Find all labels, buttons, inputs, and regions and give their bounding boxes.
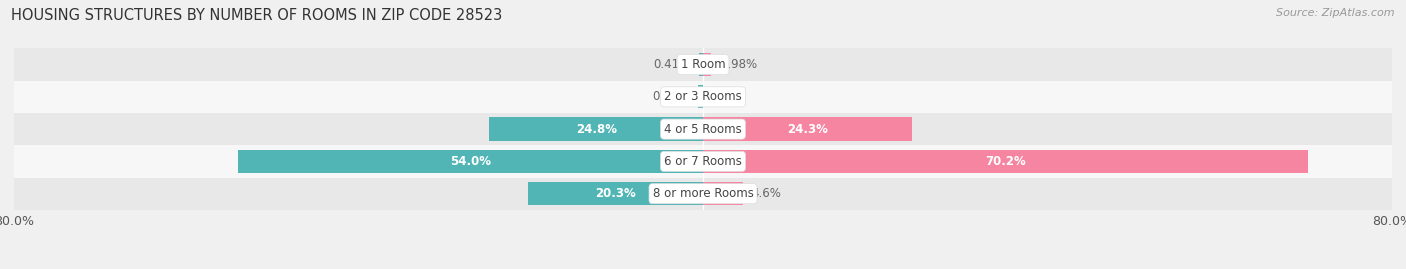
Text: 70.2%: 70.2% [984, 155, 1025, 168]
Text: 1 Room: 1 Room [681, 58, 725, 71]
Text: 6 or 7 Rooms: 6 or 7 Rooms [664, 155, 742, 168]
Text: 8 or more Rooms: 8 or more Rooms [652, 187, 754, 200]
Bar [703, 53, 711, 76]
Bar [238, 150, 703, 173]
Text: 4 or 5 Rooms: 4 or 5 Rooms [664, 123, 742, 136]
Text: 20.3%: 20.3% [595, 187, 636, 200]
Bar [489, 118, 703, 141]
Bar [14, 48, 1392, 81]
Bar [14, 145, 1392, 178]
Text: 2 or 3 Rooms: 2 or 3 Rooms [664, 90, 742, 103]
Bar [14, 113, 1392, 145]
Bar [699, 85, 703, 108]
Text: Source: ZipAtlas.com: Source: ZipAtlas.com [1277, 8, 1395, 18]
Text: 0.0%: 0.0% [711, 90, 741, 103]
Bar [14, 81, 1392, 113]
Bar [703, 150, 1308, 173]
Bar [14, 178, 1392, 210]
Bar [703, 182, 742, 205]
Text: 4.6%: 4.6% [751, 187, 782, 200]
Text: HOUSING STRUCTURES BY NUMBER OF ROOMS IN ZIP CODE 28523: HOUSING STRUCTURES BY NUMBER OF ROOMS IN… [11, 8, 502, 23]
Text: 0.55%: 0.55% [652, 90, 690, 103]
Text: 0.98%: 0.98% [720, 58, 758, 71]
Bar [703, 118, 912, 141]
Legend: Owner-occupied, Renter-occupied: Owner-occupied, Renter-occupied [565, 264, 841, 269]
Text: 24.8%: 24.8% [575, 123, 617, 136]
Bar [699, 53, 703, 76]
Text: 24.3%: 24.3% [787, 123, 828, 136]
Text: 54.0%: 54.0% [450, 155, 491, 168]
Bar [529, 182, 703, 205]
Text: 0.41%: 0.41% [654, 58, 690, 71]
